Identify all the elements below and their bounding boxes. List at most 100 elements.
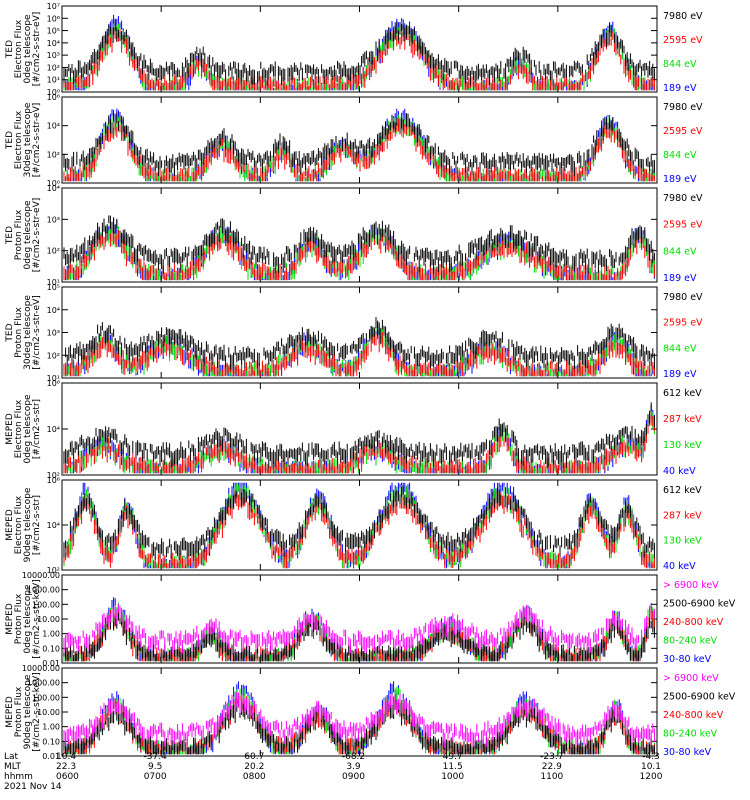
xaxis-row-value: 22.3 [56,762,76,772]
ylabel-line: Electron Flux [14,19,24,78]
ytick-label: 10.00 [37,708,60,717]
ylabel-line: TED [5,323,15,342]
ytick-label: 10⁴ [47,521,60,530]
ylabel-line: 30deg telescope [23,102,33,177]
xaxis-row-value: 1200 [640,772,663,782]
ylabel-line: TED [5,226,15,245]
ylabel-line: [#/cm2-s-str-keV] [32,672,42,751]
xaxis-row-value: -37.4 [144,752,168,762]
xaxis-row-name: Lat [4,752,19,762]
ylabel-line: 0deg telescope [23,200,33,270]
xaxis-row-value: -23.7 [540,752,563,762]
series-trace-287kev [63,490,655,569]
xaxis-row-value: 22.9 [542,762,562,772]
ylabel-line: Electron Flux [14,399,24,458]
series-trace-80240kev [63,602,655,662]
xaxis-row-value: 11.5 [443,762,463,772]
ylabel-line: 90deg telescope [23,674,33,749]
ylabel-line: 30deg telescope [23,295,33,370]
ylabel-line: [#/cm2-s-str-eV] [32,12,42,87]
series-trace-7980ev [63,19,655,86]
ytick-label: 10⁰ [47,179,60,188]
ylabel-line: [#/cm2-s-str-eV] [32,198,42,273]
plot-date: 2021 Nov 14 [4,782,62,792]
legend-entry: 189 eV [663,273,697,284]
legend-entry: > 6900 keV [663,673,719,684]
legend-entry: 844 eV [663,59,697,70]
series-trace-189ev [63,14,655,91]
legend-entry: 189 eV [663,83,697,94]
series-trace-2595ev [63,28,655,91]
xaxis-row-value: 0900 [342,772,365,782]
series-trace-3080kev [63,597,655,662]
legend-entry: 189 eV [663,369,697,380]
ylabel-line: Proton Flux [14,593,24,644]
legend-entry: 7980 eV [663,292,703,303]
ytick-label: 1000.00 [27,586,60,595]
ytick-label: 0.01 [42,752,60,761]
legend-entry: 240-800 keV [663,617,724,628]
legend-entry: 287 keV [663,414,702,425]
ytick-label: 10⁶ [47,476,60,485]
ytick-label: 10⁶ [47,93,60,102]
legend-entry: 2500-6900 keV [663,599,736,610]
xaxis-row-value: 1000 [441,772,464,782]
legend-entry: 2595 eV [663,318,703,329]
ylabel-line: MEPED [5,603,15,635]
ylabel-line: [#/cm2-s-str-eV] [32,103,42,178]
ylabel-line: [#/cm2-s-str] [32,495,42,555]
legend-entry: 7980 eV [663,11,703,22]
legend-entry: 189 eV [663,174,697,185]
ytick-label: 10² [47,150,60,159]
legend-entry: 7980 eV [663,193,703,204]
ytick-label: 1.00 [42,630,60,639]
ytick-label: 10⁶ [47,14,60,23]
series-trace-844ev [63,223,655,281]
legend-entry: 2595 eV [663,35,703,46]
ytick-label: 10⁷ [47,2,60,11]
ylabel-line: 0deg telescope [23,584,33,654]
legend-entry: 2595 eV [663,220,703,231]
legend-entry: 2500-6900 keV [663,692,736,703]
ytick-label: 10³ [47,215,60,224]
ylabel-line: [#/cm2-s-str-keV] [32,579,42,658]
ylabel-line: [#/cm2-s-str] [32,399,42,459]
ytick-label: 10¹ [47,76,60,85]
series-trace-287kev [63,413,655,474]
ytick-label: 10⁴ [47,122,60,131]
ytick-label: 10² [47,351,60,360]
series-trace-612kev [63,486,655,561]
xaxis-row-value: 0700 [144,772,167,782]
ytick-label: 1000.00 [27,679,60,688]
legend-entry: 7980 eV [663,102,703,113]
legend-entry: 130 keV [663,440,702,451]
ytick-label: 0.10 [42,644,60,653]
ylabel-line: 90deg telescope [23,487,33,562]
ytick-label: 10² [47,471,60,480]
xaxis-row-value: 0600 [56,772,79,782]
ytick-label: 10⁰ [47,88,60,97]
ytick-label: 10⁵ [47,283,60,292]
series-trace-3080kev [63,681,655,755]
xaxis-row-value: 9.5 [148,762,162,772]
xaxis-row-value: 10.4 [56,752,76,762]
xaxis-row-value: 1100 [540,772,563,782]
series-trace-612kev [63,402,655,469]
legend-entry: 287 keV [663,510,702,521]
legend-entry: 80-240 keV [663,729,718,740]
series-trace-130kev [63,482,655,569]
ytick-label: 10³ [47,329,60,338]
series-trace-25006900kev [63,612,655,662]
ytick-label: 10⁵ [47,27,60,36]
ytick-label: 1.00 [42,723,60,732]
ylabel-line: 0deg telescope [23,14,33,84]
xaxis-row-name: MLT [4,762,22,772]
ylabel-line: TED [5,40,15,59]
ylabel-line: MEPED [5,413,15,445]
legend-entry: 30-80 keV [663,654,712,665]
series-trace-2595ev [63,328,655,377]
ytick-label: 10000.00 [22,664,60,673]
series-trace-189ev [63,108,655,182]
series-trace-844ev [63,114,655,182]
